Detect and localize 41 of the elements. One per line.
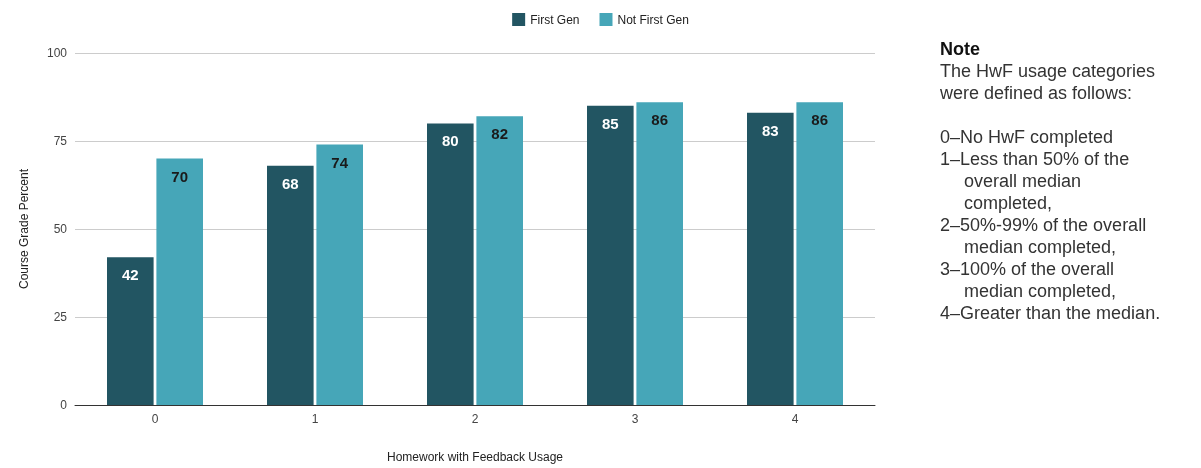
y-tick-label: 25 <box>53 310 68 324</box>
x-tick-label: 4 <box>791 412 799 426</box>
legend-label: Not First Gen <box>617 12 689 27</box>
bar <box>636 102 683 405</box>
text: The HwF usage categories were defined as follows: <box>940 60 1157 104</box>
y-tick-label: 50 <box>53 222 68 236</box>
text: 2–50%-99% of the overall median completed, <box>940 214 1148 258</box>
text: 1–Less than 50% of the overall median completed, <box>940 148 1131 214</box>
x-axis-title: Homework with Feedback Usage <box>386 450 564 464</box>
y-tick-label: 75 <box>53 134 68 148</box>
data-label: 82 <box>491 125 509 143</box>
bar <box>267 165 314 405</box>
bar <box>427 123 474 405</box>
data-label: 86 <box>811 111 829 129</box>
data-label: 83 <box>761 121 779 139</box>
text: Note <box>940 38 981 60</box>
legend-label: First Gen <box>530 12 580 27</box>
data-label: 42 <box>121 266 139 284</box>
data-label: 70 <box>171 167 189 185</box>
bar <box>316 144 363 405</box>
text: 0–No HwF completed <box>940 126 1115 148</box>
data-label: 85 <box>601 114 619 132</box>
data-label: 74 <box>331 153 349 171</box>
x-tick-label: 0 <box>151 412 159 426</box>
text: 3–100% of the overall median completed, <box>940 258 1118 302</box>
x-tick-label: 3 <box>631 412 639 426</box>
x-tick-label: 1 <box>311 412 319 426</box>
bar <box>107 257 154 405</box>
data-label: 68 <box>281 174 299 192</box>
bar <box>587 105 634 405</box>
bar <box>156 158 203 405</box>
bar <box>747 112 794 405</box>
bar <box>476 116 523 405</box>
y-axis-title: Course Grade Percent <box>17 168 31 290</box>
text: 4–Greater than the median. <box>940 302 1162 324</box>
data-label: 86 <box>651 111 669 129</box>
data-label: 80 <box>441 132 459 150</box>
y-tick-label: 100 <box>46 46 68 60</box>
bar <box>796 102 843 405</box>
x-tick-label: 2 <box>471 412 479 426</box>
y-tick-label: 0 <box>60 398 68 412</box>
